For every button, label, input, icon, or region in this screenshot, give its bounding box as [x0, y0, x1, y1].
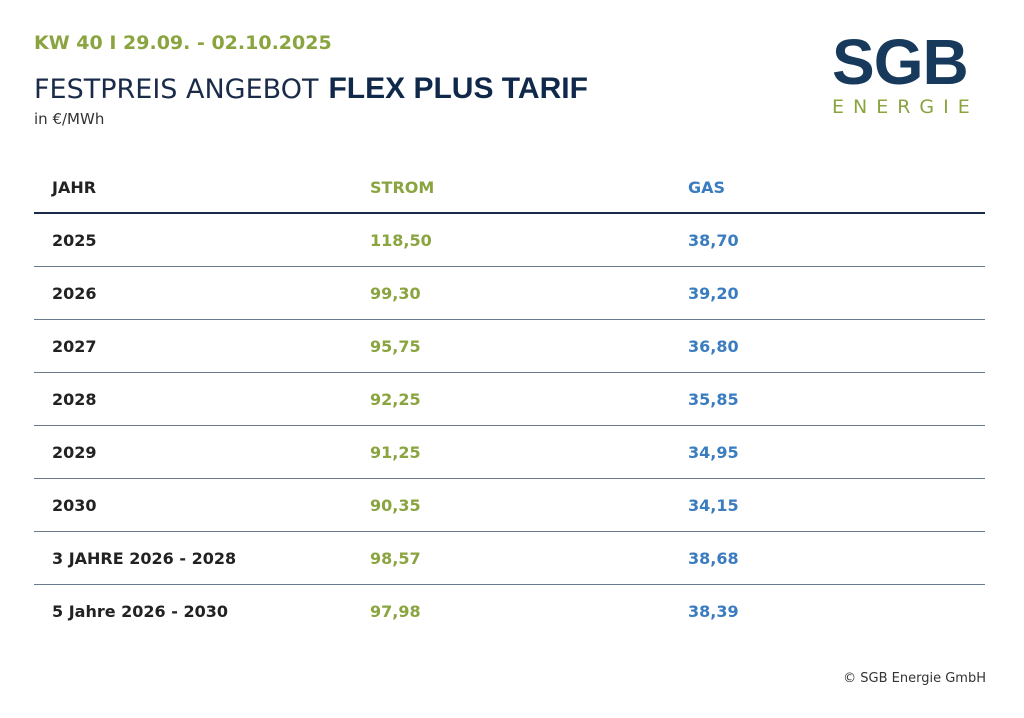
- logo-sub: ENERGIE: [832, 96, 979, 118]
- copyright: © SGB Energie GmbH: [843, 671, 986, 686]
- cell: 36,80: [670, 319, 985, 373]
- row: 3 JAHRE 2026 - 2028 98,57 38,68: [34, 531, 985, 585]
- row: 2029 91,25 34,95: [34, 425, 985, 479]
- cell: 95,75: [352, 319, 670, 373]
- cell: 38,68: [670, 531, 985, 585]
- cell: 90,35: [352, 478, 670, 532]
- cell: 34,95: [670, 425, 985, 479]
- cell: 2027: [34, 319, 352, 373]
- cell: 91,25: [352, 425, 670, 479]
- row: 5 Jahre 2026 - 2030 97,98 38,39: [34, 585, 985, 638]
- cell: 2028: [34, 372, 352, 426]
- cell: 97,98: [370, 601, 421, 621]
- cell: 92,25: [352, 372, 670, 426]
- cell: 5 Jahre 2026 - 2030: [52, 601, 228, 621]
- cell: 38,39: [688, 601, 739, 621]
- cell: 99,30: [352, 266, 670, 320]
- title: FESTPREIS ANGEBOT FLEX PLUS TARIF: [34, 72, 588, 106]
- row: 2026 99,30 39,20: [34, 266, 985, 320]
- cell: 118,50: [352, 213, 670, 267]
- cell: 39,20: [670, 266, 985, 320]
- cell: 35,85: [670, 372, 985, 426]
- week: KW 40 I 29.09. - 02.10.2025: [34, 32, 332, 54]
- cell: 3 JAHRE 2026 - 2028: [34, 531, 352, 585]
- unit: in €/MWh: [34, 110, 105, 128]
- cell: 2026: [34, 266, 352, 320]
- cell: 2025: [34, 213, 352, 267]
- title-light: FESTPREIS ANGEBOT: [34, 74, 319, 105]
- header-row: JAHR STROM GAS: [34, 162, 985, 214]
- row: 2028 92,25 35,85: [34, 372, 985, 426]
- logo-name: SGB: [832, 26, 969, 98]
- cell: 38,70: [670, 213, 985, 267]
- cell: 98,57: [352, 531, 670, 585]
- cell: 2030: [34, 478, 352, 532]
- column-header: STROM: [352, 162, 670, 214]
- row: 2030 90,35 34,15: [34, 478, 985, 532]
- price-table: JAHR STROM GAS 2025 118,50 38,70 2026 99,30 39,2…: [34, 162, 985, 637]
- row: 2025 118,50 38,70: [34, 213, 985, 267]
- column-header: JAHR: [34, 162, 352, 214]
- cell: 34,15: [670, 478, 985, 532]
- column-header: GAS: [670, 162, 985, 214]
- row: 2027 95,75 36,80: [34, 319, 985, 373]
- logo: SGB ENERGIE: [832, 30, 987, 118]
- title-bold: FLEX PLUS TARIF: [328, 72, 588, 105]
- cell: 2029: [34, 425, 352, 479]
